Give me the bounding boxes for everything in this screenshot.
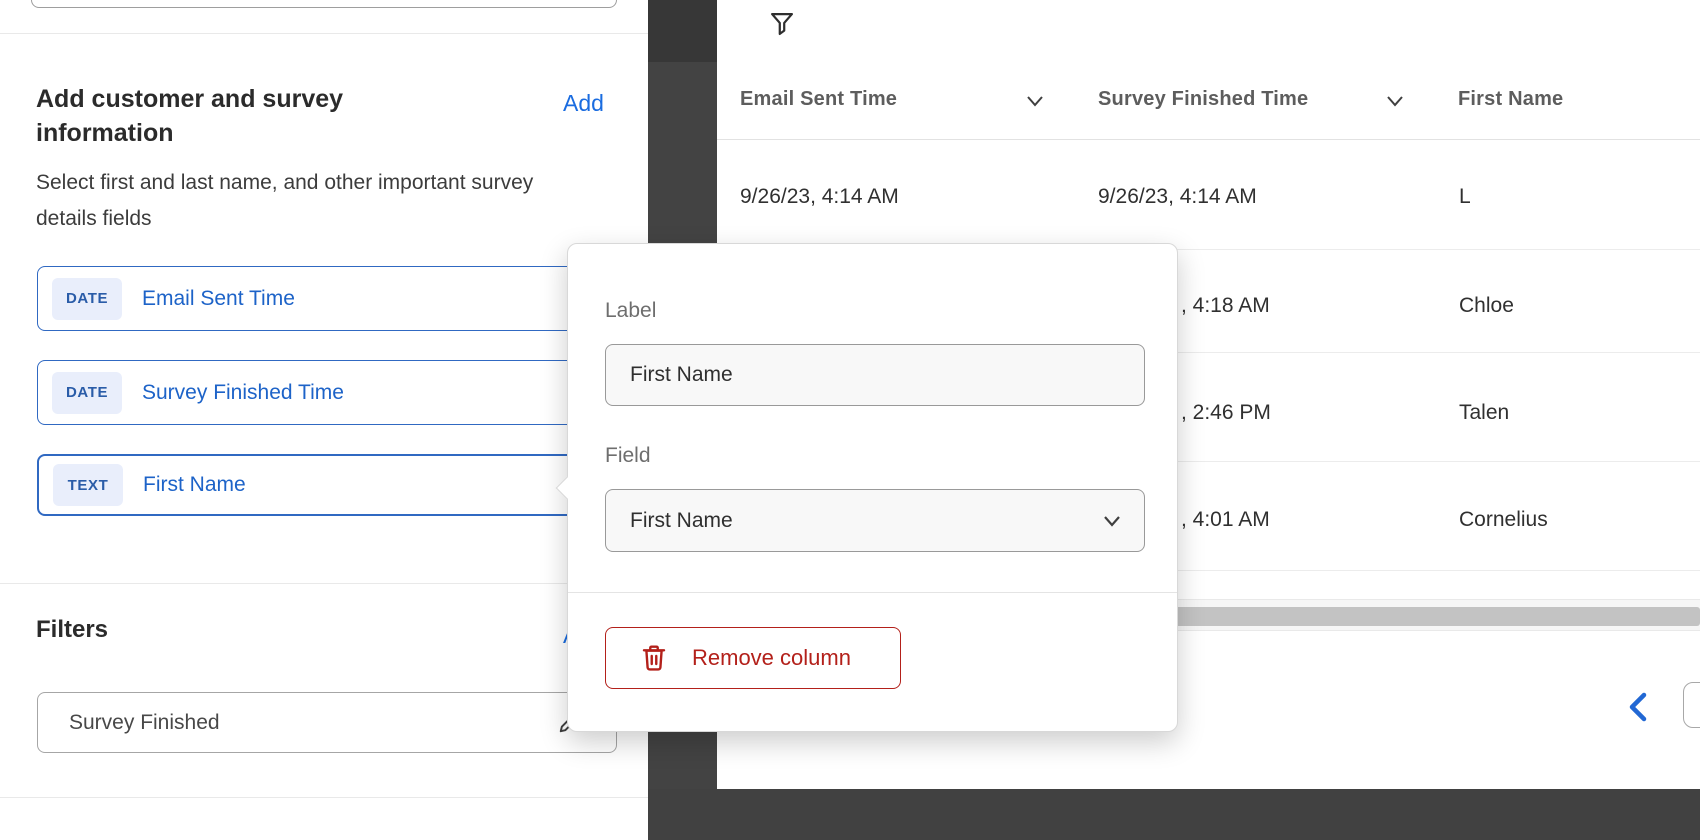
field-type-badge: DATE	[52, 371, 122, 414]
sort-chevron-down-icon[interactable]	[1384, 90, 1406, 117]
add-field-button[interactable]: Add	[563, 90, 604, 116]
label-input[interactable]: First Name	[605, 344, 1145, 406]
pagination-button-partial[interactable]	[1683, 682, 1700, 728]
gutter-scrollbar-thumb[interactable]	[648, 0, 717, 62]
table-cell-survey-finished: , 4:18 AM	[1181, 294, 1270, 317]
row-divider	[717, 352, 1700, 353]
field-type-badge: TEXT	[53, 464, 123, 506]
label-input-value: First Name	[630, 363, 733, 386]
column-header-email-sent-time[interactable]: Email Sent Time	[740, 88, 898, 110]
header-divider	[717, 139, 1700, 140]
table-cell-first-name: Talen	[1459, 401, 1510, 424]
settings-panel: Add customer and survey information Add …	[0, 0, 648, 840]
column-header-survey-finished-time[interactable]: Survey Finished Time	[1098, 88, 1309, 110]
table-cell-first-name: Cornelius	[1459, 508, 1548, 531]
chevron-left-icon[interactable]	[1624, 690, 1654, 729]
table-cell-email-sent: 9/26/23, 4:14 AM	[740, 185, 899, 208]
field-chip-survey-finished-time[interactable]: DATE Survey Finished Time	[37, 360, 617, 425]
row-divider	[717, 461, 1700, 462]
filter-row-survey-finished[interactable]: Survey Finished	[37, 692, 617, 753]
section-title: Add customer and survey information	[36, 85, 344, 147]
table-cell-survey-finished: 9/26/23, 4:14 AM	[1098, 185, 1257, 208]
field-chip-email-sent-time[interactable]: DATE Email Sent Time	[37, 266, 617, 331]
field-type-badge: DATE	[52, 277, 122, 320]
remove-column-button[interactable]: Remove column	[605, 627, 901, 689]
filters-divider	[0, 583, 648, 584]
table-cell-survey-finished: , 2:46 PM	[1181, 401, 1271, 424]
label-field-label: Label	[605, 299, 657, 322]
field-chip-label: First Name	[143, 473, 246, 496]
filter-row-label: Survey Finished	[69, 710, 220, 734]
top-partial-input[interactable]	[31, 0, 617, 8]
row-divider	[717, 249, 1700, 250]
field-select[interactable]: First Name	[605, 489, 1145, 552]
field-chip-label: Email Sent Time	[142, 286, 295, 310]
sort-chevron-down-icon[interactable]	[1024, 90, 1046, 117]
row-divider	[717, 570, 1700, 571]
section-divider	[0, 33, 648, 34]
filters-title: Filters	[36, 616, 109, 643]
chevron-down-icon	[1100, 509, 1124, 533]
table-cell-survey-finished: , 4:01 AM	[1181, 508, 1270, 531]
remove-column-label: Remove column	[692, 645, 851, 670]
field-chip-label: Survey Finished Time	[142, 380, 344, 404]
column-header-first-name[interactable]: First Name	[1458, 88, 1564, 110]
bottom-divider	[0, 797, 648, 798]
field-select-value: First Name	[630, 508, 733, 532]
popover-divider	[568, 592, 1177, 593]
section-description: Select first and last name, and other im…	[36, 171, 534, 230]
table-cell-first-name: L	[1459, 185, 1471, 208]
page-background	[648, 789, 1700, 840]
table-cell-first-name: Chloe	[1459, 294, 1514, 317]
field-select-label: Field	[605, 444, 651, 467]
filter-funnel-icon[interactable]	[768, 10, 796, 43]
trash-icon	[638, 642, 670, 674]
column-editor-popover: Label First Name Field First Name Remove…	[555, 243, 1178, 732]
field-chip-first-name[interactable]: TEXT First Name	[37, 454, 617, 516]
